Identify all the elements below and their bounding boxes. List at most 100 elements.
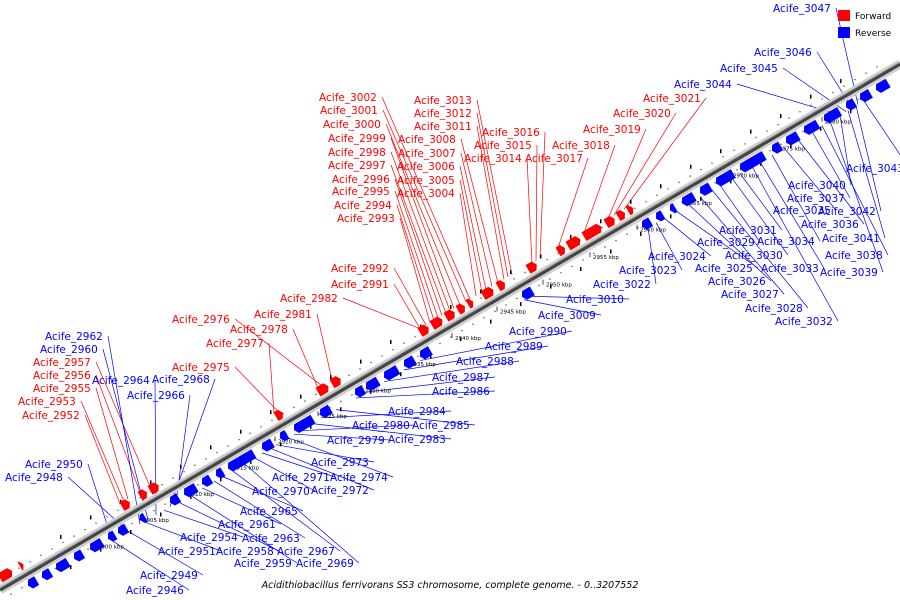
label-connector [529, 295, 630, 300]
label-connector [163, 509, 244, 538]
forward-gene [525, 261, 537, 274]
dot [744, 143, 746, 145]
forward-gene [443, 309, 455, 322]
label-connector [385, 123, 461, 306]
label-connector [797, 139, 865, 225]
tick-11: 2955 kbp [589, 252, 619, 261]
label-connector [535, 144, 538, 261]
dot [634, 207, 636, 209]
gene-label: Acife_3001 [320, 105, 378, 117]
reverse-gene [860, 89, 873, 103]
label-connector [847, 110, 886, 239]
reverse-gene [262, 438, 275, 452]
gene-label: Acife_2983 [388, 434, 446, 446]
scale-ticks: 2900 kbp 2905 kbp 2910 kbp 2915 kbp 2920 kbp… [94, 116, 851, 550]
gene-label: Acife_3013 [414, 95, 472, 107]
dot [714, 182, 716, 184]
gene-label: Acife_3017 [525, 153, 583, 165]
label-connector [607, 128, 647, 219]
gene-label: Acife_3012 [414, 108, 472, 120]
label-connector [459, 165, 487, 291]
gene-mark [150, 480, 152, 485]
dot [131, 522, 133, 525]
gene-mark [160, 512, 162, 517]
gene-mark [400, 372, 402, 377]
legend-forward-swatch [838, 10, 850, 21]
label-connector [234, 318, 323, 387]
dot [260, 426, 262, 428]
tick-label: 2925 kbp [321, 414, 347, 420]
label-connector [95, 374, 141, 493]
gene-label: Acife_2960 [40, 344, 98, 356]
reverse-gene [56, 557, 71, 573]
label-connector [365, 376, 496, 393]
gene-label: Acife_2977 [206, 338, 264, 350]
tick-12: 2960 kbp [636, 224, 666, 234]
dot [87, 548, 89, 550]
label-connector [675, 210, 759, 269]
dot [802, 130, 804, 133]
gene-label: Acife_2971 [272, 472, 330, 484]
dot [865, 72, 867, 74]
gene-label: Acife_3027 [721, 289, 779, 301]
label-connector [342, 297, 421, 329]
gene-label: Acife_3040 [788, 180, 846, 192]
gene-mark [630, 199, 632, 204]
label-connector [127, 530, 204, 576]
label-connector [731, 177, 789, 256]
label-connector [383, 360, 520, 382]
label-connector [687, 203, 772, 282]
dot [546, 258, 548, 261]
gene-label: Acife_3011 [414, 121, 472, 133]
gene-mark [450, 305, 452, 309]
dot [439, 342, 441, 345]
dot [216, 451, 218, 454]
gene-label: Acife_2990 [509, 326, 567, 338]
gene-label: Acife_2976 [172, 314, 230, 326]
gene-label: Acife_3004 [397, 188, 455, 200]
label-connector [394, 190, 439, 319]
gene-label: Acife_2989 [485, 341, 543, 353]
dot [271, 419, 273, 422]
gene-mark [300, 394, 302, 399]
reverse-gene [420, 346, 433, 360]
gene-label: Acife_2994 [334, 200, 392, 212]
gene-mark [790, 144, 792, 149]
dot [604, 246, 606, 248]
label-connector [321, 410, 452, 419]
reverse-gene [228, 449, 257, 472]
gene-label: Acife_2991 [331, 279, 389, 291]
dot [601, 226, 603, 229]
reverse-gene [404, 355, 417, 369]
dot [755, 136, 757, 139]
gene-label: Acife_2950 [25, 459, 83, 471]
gene-label: Acife_3008 [398, 134, 456, 146]
gene-label: Acife_2959 [234, 558, 292, 570]
dot [139, 496, 141, 499]
label-connector [459, 192, 477, 296]
dot [227, 445, 229, 447]
gene-label: Acife_3029 [697, 237, 755, 249]
gene-mark [850, 109, 852, 114]
legend: Forward Reverse [838, 10, 892, 39]
gene-mark [240, 429, 242, 434]
tick-label: 2930 kbp [365, 388, 391, 394]
label-connector [759, 161, 825, 269]
gene-label: Acife_2998 [328, 147, 386, 159]
label-connector [523, 299, 602, 316]
gene-label: Acife_2987 [432, 372, 490, 384]
dot [538, 284, 540, 287]
gene-label: Acife_2986 [432, 386, 490, 398]
forward-gene [555, 245, 565, 257]
dot [593, 252, 595, 255]
label-connector [393, 283, 421, 329]
label-connector [811, 131, 851, 199]
dot [153, 509, 155, 512]
gene-label: Acife_3046 [754, 47, 812, 59]
label-connector [711, 189, 809, 309]
dot [117, 509, 119, 512]
dot [348, 374, 350, 377]
gene-label: Acife_2962 [45, 331, 103, 343]
dot [480, 297, 482, 299]
label-connector [275, 444, 375, 463]
